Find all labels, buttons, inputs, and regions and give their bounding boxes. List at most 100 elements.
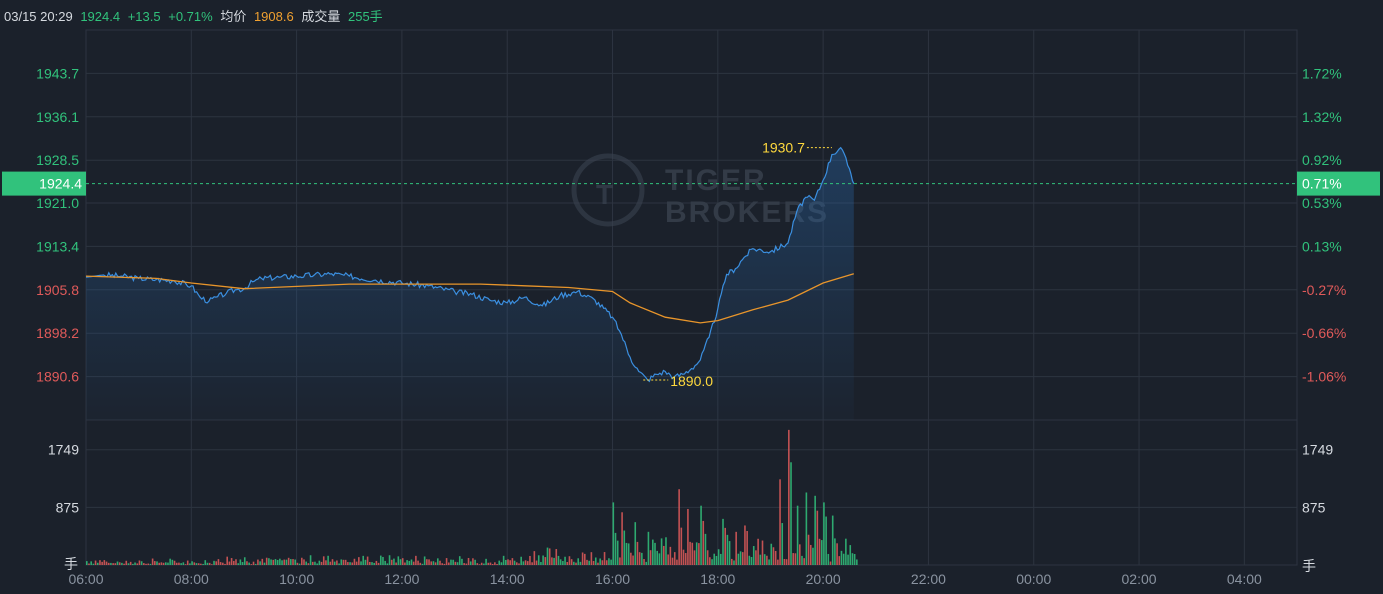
volume-bar (656, 550, 658, 565)
volume-bar (807, 534, 810, 565)
volume-bar (627, 543, 630, 565)
volume-bar (149, 563, 152, 565)
y-tick-label-right: 1.32% (1302, 109, 1342, 125)
volume-bar (573, 561, 575, 565)
x-tick-label: 12:00 (384, 571, 419, 587)
volume-bar (182, 562, 185, 565)
volume-bar (509, 560, 512, 565)
y-tick-label-right: -1.06% (1302, 369, 1346, 385)
volume-bar (735, 531, 737, 565)
volume-bar (680, 527, 683, 565)
header-price: 1924.4 (80, 9, 121, 24)
x-tick-label: 06:00 (68, 571, 103, 587)
volume-bar (215, 561, 218, 565)
volume-bar (662, 545, 665, 565)
volume-bar (489, 562, 492, 565)
volume-bar (752, 546, 755, 565)
volume-bar (178, 562, 180, 565)
volume-bar (138, 560, 141, 565)
volume-bar (557, 555, 560, 565)
volume-bar (388, 555, 391, 565)
volume-bar (529, 555, 531, 565)
volume-bar (698, 543, 700, 565)
volume-bar (169, 558, 171, 565)
volume-bar (634, 522, 637, 565)
volume-bar (143, 563, 145, 565)
volume-bar (145, 563, 147, 565)
volume-bar (305, 561, 307, 565)
volume-bar (272, 559, 275, 565)
volume-bar (134, 562, 136, 565)
volume-bar (136, 563, 139, 565)
volume-bar (103, 560, 106, 565)
volume-bar (419, 562, 422, 565)
volume-bar (483, 563, 485, 565)
volume-bar (515, 562, 518, 565)
volume-bar (276, 559, 279, 565)
volume-bar (746, 530, 748, 565)
volume-bar (171, 559, 174, 565)
volume-bar (107, 562, 110, 565)
y-tick-label-left: 1936.1 (36, 109, 79, 125)
header-volume-label: 成交量 (301, 9, 341, 24)
volume-bar (184, 564, 187, 565)
volume-bar (667, 554, 669, 565)
volume-bar (834, 538, 836, 565)
price-line (85, 146, 855, 383)
volume-bar (362, 555, 365, 565)
volume-bar (748, 555, 751, 565)
volume-bar (643, 559, 645, 565)
volume-bar (379, 555, 382, 565)
volume-bar (669, 546, 672, 565)
volume-bar (831, 515, 834, 565)
volume-bar (167, 562, 169, 565)
x-tick-label: 08:00 (174, 571, 209, 587)
volume-bar (285, 559, 288, 565)
volume-bar (636, 541, 639, 565)
volume-bar (430, 561, 433, 565)
volume-bar (783, 558, 786, 565)
volume-bar (211, 564, 213, 565)
volume-bar (99, 560, 101, 565)
volume-bar (417, 560, 419, 565)
volume-bar (125, 560, 128, 565)
volume-bar (213, 560, 215, 565)
volume-bar (428, 559, 430, 565)
watermark-line1: TIGER (665, 164, 767, 197)
volume-bar (224, 563, 226, 565)
volume-bar (693, 550, 696, 565)
volume-bar (226, 556, 228, 565)
volume-tick-label-right: 875 (1302, 499, 1326, 515)
y-tick-label-left: 1943.7 (36, 65, 79, 81)
volume-bar (322, 556, 325, 565)
current-price-tag-left (2, 171, 86, 196)
volume-bar (110, 562, 112, 565)
volume-bar (777, 559, 779, 565)
volume-bar (684, 553, 687, 565)
volume-bar (123, 563, 125, 565)
volume-bar (336, 560, 338, 565)
y-tick-label-left: 1921.0 (36, 195, 79, 211)
volume-bar (375, 560, 378, 565)
volume-bar (377, 562, 380, 565)
volume-bar (781, 523, 784, 565)
volume-bar (474, 559, 476, 565)
volume-bar (118, 562, 121, 565)
volume-bar (722, 518, 724, 565)
volume-bar (766, 555, 768, 565)
volume-bar (90, 561, 92, 565)
volume-bar (838, 556, 841, 565)
volume-bar (463, 563, 465, 565)
volume-bar (434, 562, 437, 565)
volume-bar (364, 559, 367, 565)
volume-bar (586, 559, 588, 565)
volume-bar (94, 560, 97, 565)
volume-bar (836, 543, 838, 565)
volume-bar (461, 558, 463, 565)
volume-bar (265, 557, 268, 565)
volume-bar (608, 558, 610, 565)
volume-bar (309, 555, 312, 565)
volume-bar (531, 562, 533, 565)
volume-bar (331, 559, 334, 565)
